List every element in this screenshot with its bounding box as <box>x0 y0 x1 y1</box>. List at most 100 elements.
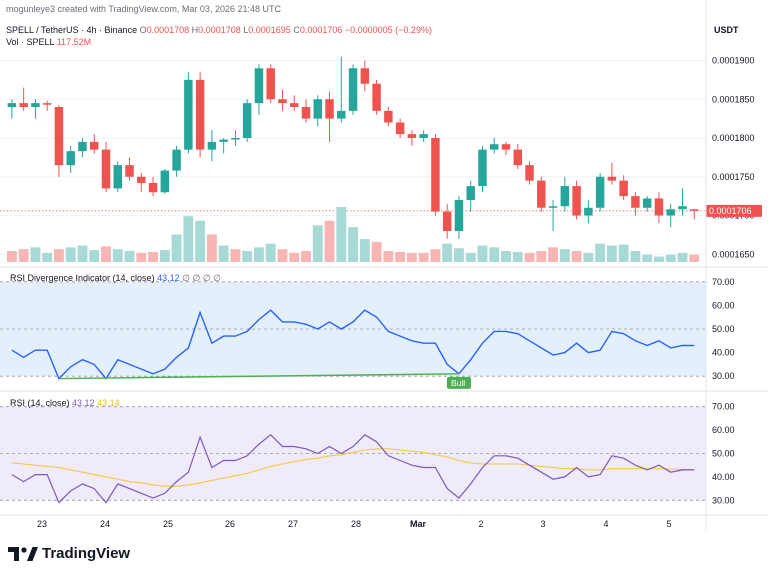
volume-bar <box>583 252 594 262</box>
volume-bar <box>54 249 64 262</box>
oscillator-tick-label: 70.00 <box>712 402 735 412</box>
candle-body <box>219 139 228 142</box>
rsi-line <box>11 434 695 504</box>
candle-body <box>572 186 581 216</box>
time-tick-label: 23 <box>37 519 47 529</box>
candle-body <box>678 206 687 210</box>
time-tick-label: 27 <box>288 519 298 529</box>
volume-bar <box>136 252 147 262</box>
oscillator-tick-label: 60.00 <box>712 300 735 310</box>
high-value: 0.0001708 <box>198 25 241 35</box>
close-value: 0.0001706 <box>299 25 343 35</box>
volume-bar <box>571 251 582 262</box>
oscillator-tick-label: 30.00 <box>712 495 735 505</box>
volume-bar <box>301 251 311 262</box>
rsi-value: 43.12 <box>72 398 95 408</box>
candle-body <box>231 138 240 140</box>
volume-bar <box>442 243 453 262</box>
candle-body <box>348 68 358 111</box>
candle-body <box>407 134 417 138</box>
candle-body <box>195 79 205 150</box>
candle-body <box>642 198 652 208</box>
time-tick-label: 5 <box>666 519 671 529</box>
symbol-label[interactable]: SPELL / TetherUS · 4h · Binance <box>6 25 138 35</box>
price-tick-label: 0.0001850 <box>712 94 755 104</box>
candle-body <box>242 103 252 138</box>
candle-body <box>90 141 99 150</box>
last-price-tag <box>706 204 762 217</box>
candle-body <box>384 110 393 123</box>
ohlc-legend[interactable]: SPELL / TetherUS · 4h · Binance O0.00017… <box>6 25 432 35</box>
volume-bar <box>606 245 617 262</box>
rsi-div-extra: ∅ ∅ ∅ ∅ <box>182 273 221 283</box>
candle-body <box>360 68 370 84</box>
volume-bar <box>489 247 500 262</box>
time-tick-label: 28 <box>351 519 361 529</box>
volume-bar <box>677 252 688 262</box>
currency-label[interactable]: USDT <box>714 25 739 35</box>
candle-body <box>31 103 40 107</box>
candle-body <box>101 149 111 189</box>
candle-body <box>160 170 170 193</box>
time-tick-label: 4 <box>603 519 608 529</box>
volume-bar <box>195 220 206 262</box>
candle-body <box>584 207 593 216</box>
candle-body <box>42 103 52 105</box>
tradingview-logo[interactable]: TradingView <box>8 545 130 562</box>
volume-bar <box>254 247 264 262</box>
volume-bar <box>242 251 253 262</box>
volume-bar <box>336 207 347 262</box>
candle-body <box>125 165 134 177</box>
rsi-divergence-pane: 70.00 60.00 50.00 40.00 30.00 Bull <box>0 277 735 389</box>
candlesticks <box>7 56 699 239</box>
volume-bar <box>559 249 570 262</box>
volume-bar <box>289 252 300 262</box>
candle-body <box>466 186 475 200</box>
low-value: 0.0001695 <box>248 25 291 35</box>
brand-name: TradingView <box>42 545 131 562</box>
last-price-label: 0.0001706 <box>709 206 752 216</box>
volume-bar <box>77 245 88 262</box>
volume-bar <box>101 246 111 262</box>
candle-body <box>148 182 158 193</box>
candle-body <box>372 83 381 111</box>
candle-body <box>78 141 87 152</box>
volume-bar <box>689 254 700 262</box>
candle-body <box>278 99 287 104</box>
candle-body <box>454 200 464 231</box>
rsi-div-legend[interactable]: RSI Divergence Indicator (14, close) 43.… <box>10 273 221 284</box>
volume-bar <box>265 243 276 262</box>
candle-body <box>490 144 499 150</box>
price-tick-label: 0.0001800 <box>712 133 755 143</box>
oscillator-tick-label: 30.00 <box>712 371 735 381</box>
rsi-title[interactable]: RSI (14, close) <box>10 398 70 408</box>
volume-legend[interactable]: Vol · SPELL 117.52M <box>6 37 91 47</box>
volume-bar <box>548 247 558 262</box>
open-value: 0.0001708 <box>146 25 190 35</box>
candle-body <box>137 176 146 183</box>
rsi-ma-value: 43.14 <box>97 398 120 408</box>
volume-bar <box>501 251 511 262</box>
volume-bar <box>183 216 194 262</box>
price-axis: 0.0001900 0.0001850 0.0001800 0.0001750 0.00… <box>0 0 768 530</box>
volume-bar <box>159 250 170 262</box>
candle-body <box>207 141 217 150</box>
price-tick-label: 0.0001650 <box>712 249 755 259</box>
rsi-ma-line <box>11 448 695 487</box>
candle-body <box>666 209 675 216</box>
rsi-legend[interactable]: RSI (14, close) 43.12 43.14 <box>10 398 120 408</box>
candle-body <box>478 149 487 187</box>
candle-body <box>254 68 264 104</box>
price-tick-label: 0.0001750 <box>712 172 755 182</box>
candle-body <box>560 186 570 207</box>
oscillator-tick-label: 60.00 <box>712 425 735 435</box>
volume-label[interactable]: Vol · SPELL <box>6 37 55 47</box>
volume-bar <box>42 252 53 262</box>
time-tick-label: 24 <box>100 519 110 529</box>
volume-bar <box>230 249 241 262</box>
candle-body <box>607 176 617 181</box>
candle-body <box>184 79 193 150</box>
rsi-div-title[interactable]: RSI Divergence Indicator (14, close) <box>10 273 155 283</box>
time-tick-label: 3 <box>540 519 545 529</box>
